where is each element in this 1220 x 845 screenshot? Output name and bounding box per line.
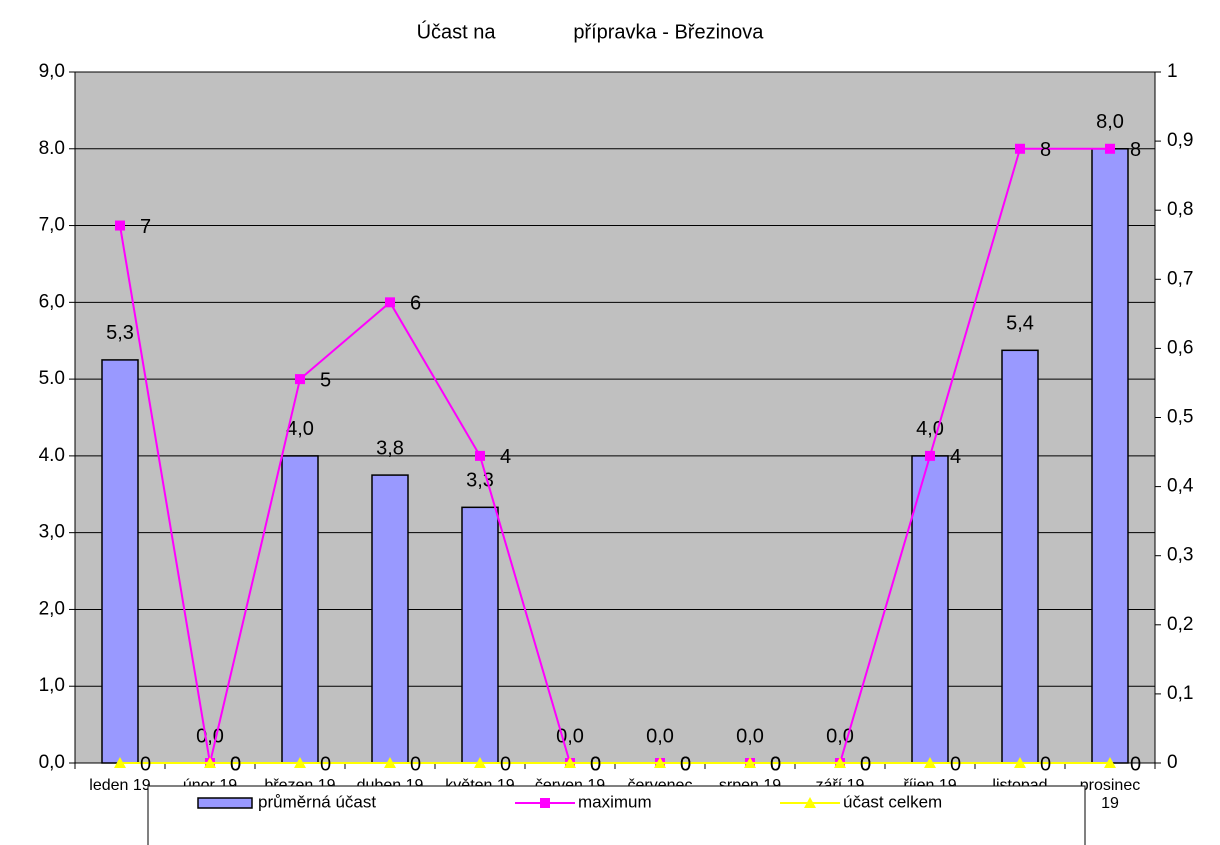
y-tick-label: 2,0	[39, 598, 65, 619]
y-tick-label: 0,0	[39, 752, 65, 773]
point-value-label: 5	[320, 369, 331, 391]
point-value-label: 0	[500, 753, 511, 775]
x-tick-label: leden 19	[89, 777, 151, 794]
marker	[204, 757, 216, 768]
marker	[654, 757, 666, 768]
marker	[925, 450, 935, 461]
point-value-label: 0	[410, 753, 421, 775]
point-value-label: 6	[410, 293, 421, 315]
point-value-label: 0	[1040, 753, 1051, 775]
bar	[461, 506, 499, 764]
point-value-label: 8	[1040, 139, 1051, 161]
marker	[115, 220, 125, 231]
bar-value-label: 0,0	[736, 725, 764, 747]
y2-tick-label: 0,1	[1167, 683, 1193, 704]
y-tick-label: 3,0	[39, 522, 65, 543]
bar-value-label: 3,3	[466, 470, 494, 492]
y-tick-label: 8.0	[39, 138, 65, 159]
legend-label: maximum	[578, 792, 652, 811]
marker	[1105, 143, 1115, 154]
point-value-label: 0	[680, 753, 691, 775]
bar	[1091, 148, 1129, 764]
point-value-label: 0	[770, 753, 781, 775]
bar	[281, 455, 319, 764]
point-value-label: 0	[320, 753, 331, 775]
bar-value-label: 0,0	[646, 725, 674, 747]
marker	[114, 757, 126, 768]
y2-tick-label: 0,4	[1167, 476, 1194, 497]
marker	[295, 374, 305, 385]
marker	[924, 757, 936, 768]
y-tick-label: 6,0	[39, 291, 65, 312]
point-value-label: 0	[590, 753, 601, 775]
legend-box	[147, 785, 1086, 845]
marker	[475, 450, 485, 461]
bar-value-label: 4,0	[286, 418, 314, 440]
point-value-label: 4	[500, 446, 511, 468]
point-value-label: 0	[860, 753, 871, 775]
marker	[1015, 143, 1025, 154]
marker	[1014, 757, 1026, 768]
marker	[384, 757, 396, 768]
bar-value-label: 5,3	[106, 322, 134, 344]
y2-tick-label: 0,3	[1167, 545, 1193, 566]
point-value-label: 0	[680, 753, 691, 775]
y2-tick-label: 0,2	[1167, 614, 1193, 635]
point-value-label: 0	[1130, 753, 1141, 775]
point-value-label: 0	[590, 753, 601, 775]
marker	[834, 757, 846, 768]
y-tick-label: 9,0	[39, 61, 65, 82]
legend-label: průměrná účast	[258, 792, 376, 811]
y2-tick-label: 0,7	[1167, 268, 1193, 289]
point-value-label: 0	[950, 753, 961, 775]
plot-area	[74, 71, 1156, 764]
marker	[294, 757, 306, 768]
bar	[101, 359, 139, 764]
y2-tick-label: 0,6	[1167, 337, 1193, 358]
y2-tick-label: 0,5	[1167, 407, 1193, 428]
chart-title: Účast na přípravka - Březinova	[417, 20, 765, 43]
marker	[744, 757, 756, 768]
marker	[385, 297, 395, 308]
marker	[564, 757, 576, 768]
point-value-label: 4	[950, 446, 961, 468]
bar	[911, 455, 949, 764]
legend-label: účast celkem	[843, 792, 942, 811]
y2-tick-label: 1	[1167, 61, 1178, 82]
legend: průměrná účast maximum účast celkem	[147, 785, 1086, 845]
bar-value-label: 8,0	[1096, 111, 1124, 133]
bar-value-label: 0,0	[196, 725, 224, 747]
marker	[474, 757, 486, 768]
bar-value-label: 5,4	[1006, 313, 1034, 335]
legend-marker	[540, 798, 550, 808]
y-tick-label: 4.0	[39, 445, 65, 466]
point-value-label: 0	[140, 753, 151, 775]
point-value-label: 0	[230, 753, 241, 775]
marker	[1104, 757, 1116, 768]
point-value-label: 0	[770, 753, 781, 775]
bar-value-label: 3,8	[376, 437, 404, 459]
y2-tick-label: 0,8	[1167, 199, 1193, 220]
legend-swatch	[197, 797, 253, 809]
y-tick-label: 5.0	[39, 368, 65, 389]
point-value-label: 8	[1130, 139, 1141, 161]
y-tick-label: 1,0	[39, 675, 65, 696]
legend-marker	[804, 797, 816, 808]
point-value-label: 0	[230, 753, 241, 775]
point-value-label: 0	[860, 753, 871, 775]
y2-tick-label: 0	[1167, 752, 1178, 773]
bar	[1001, 349, 1039, 764]
x-tick-label: prosinec 19	[1079, 777, 1141, 812]
y-tick-label: 7,0	[39, 215, 65, 236]
y2-tick-label: 0,9	[1167, 130, 1193, 151]
bar	[371, 474, 409, 764]
point-value-label: 7	[140, 216, 151, 238]
